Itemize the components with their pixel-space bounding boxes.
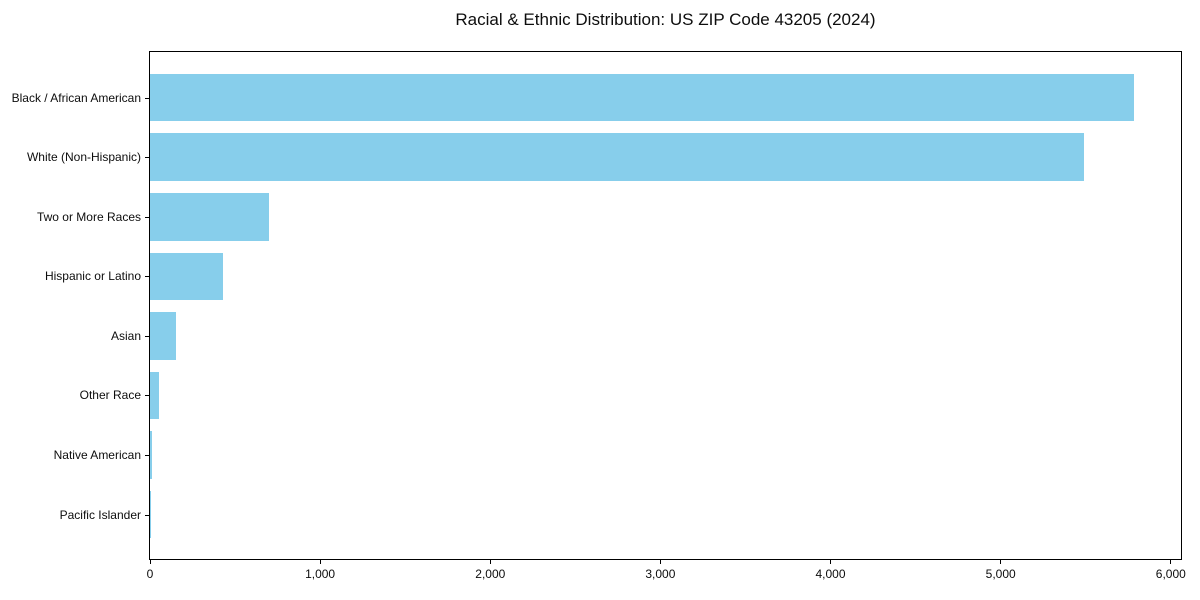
y-tick-pacific-islander bbox=[145, 514, 149, 516]
x-tick-6000 bbox=[1170, 560, 1172, 564]
y-axis-label-native-american: Native American bbox=[53, 448, 141, 462]
x-tick-label-1000: 1,000 bbox=[305, 567, 336, 581]
y-tick-black-african-american bbox=[145, 97, 149, 99]
y-axis-label-black-african-american: Black / African American bbox=[11, 90, 141, 105]
y-axis-label-pacific-islander: Pacific Islander bbox=[59, 507, 141, 522]
y-tick-two-or-more-races bbox=[145, 216, 149, 218]
x-tick-0 bbox=[149, 560, 151, 564]
bar-two-or-more-races bbox=[150, 193, 270, 241]
bar-other-race bbox=[150, 371, 160, 420]
x-tick-label-4000: 4,000 bbox=[815, 567, 846, 581]
bar-native-american bbox=[150, 431, 152, 479]
y-axis-label-hispanic-or-latino: Hispanic or Latino bbox=[44, 269, 141, 284]
bar-hispanic-or-latino bbox=[150, 252, 224, 301]
bar-asian bbox=[150, 312, 176, 360]
bar-white-non-hispanic bbox=[150, 133, 1084, 182]
x-tick-3000 bbox=[659, 560, 661, 564]
x-tick-label-2000: 2,000 bbox=[475, 567, 506, 581]
y-axis-label-white-non-hispanic: White (Non-Hispanic) bbox=[26, 150, 141, 165]
y-tick-white-non-hispanic bbox=[145, 157, 149, 159]
y-tick-asian bbox=[145, 335, 149, 337]
bar-black-african-american bbox=[150, 73, 1135, 122]
y-axis-label-two-or-more-races: Two or More Races bbox=[36, 209, 141, 224]
y-axis-label-asian: Asian bbox=[110, 328, 141, 343]
x-tick-label-6000: 6,000 bbox=[1155, 567, 1186, 581]
y-tick-hispanic-or-latino bbox=[145, 276, 149, 278]
x-tick-4000 bbox=[830, 560, 831, 564]
x-tick-5000 bbox=[1000, 560, 1002, 564]
x-tick-label-0: 0 bbox=[146, 567, 154, 581]
y-tick-native-american bbox=[145, 455, 149, 456]
x-tick-label-3000: 3,000 bbox=[645, 567, 676, 581]
plot-area bbox=[149, 51, 1182, 560]
x-tick-1000 bbox=[319, 560, 321, 564]
y-axis-label-other-race: Other Race bbox=[79, 388, 141, 403]
chart-title: Racial & Ethnic Distribution: US ZIP Cod… bbox=[455, 10, 876, 29]
y-tick-other-race bbox=[145, 395, 149, 397]
x-tick-2000 bbox=[489, 560, 491, 564]
x-tick-label-5000: 5,000 bbox=[985, 567, 1016, 581]
